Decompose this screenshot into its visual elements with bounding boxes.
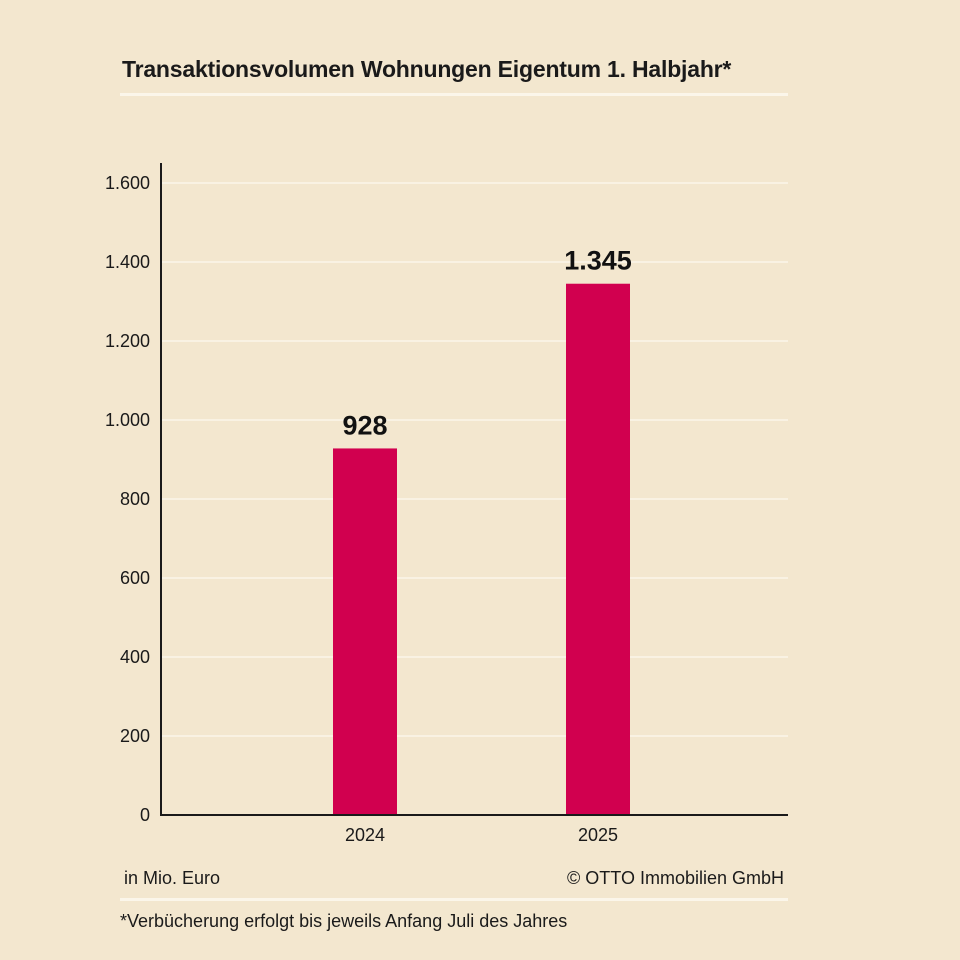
y-tick-label: 1.600 bbox=[105, 173, 150, 193]
y-axis-ticks: 0 200 400 600 800 1.000 1.200 1.400 1.600 bbox=[105, 173, 150, 825]
y-tick-label: 200 bbox=[120, 726, 150, 746]
y-tick-label: 1.200 bbox=[105, 331, 150, 351]
title-divider bbox=[120, 93, 788, 96]
gridlines bbox=[161, 182, 788, 737]
bar-2025 bbox=[566, 283, 630, 816]
unit-note: in Mio. Euro bbox=[124, 868, 221, 888]
source-credit: © OTTO Immobilien GmbH bbox=[567, 868, 784, 888]
footnote: *Verbücherung erfolgt bis jeweils Anfang… bbox=[120, 911, 568, 931]
y-tick-label: 1.400 bbox=[105, 252, 150, 272]
y-tick-label: 1.000 bbox=[105, 410, 150, 430]
chart-title: Transaktionsvolumen Wohnungen Eigentum 1… bbox=[122, 56, 732, 82]
y-tick-label: 800 bbox=[120, 489, 150, 509]
bars bbox=[333, 283, 630, 816]
x-axis-ticks: 2024 2025 bbox=[345, 825, 618, 845]
y-tick-label: 0 bbox=[140, 805, 150, 825]
x-tick-label: 2025 bbox=[578, 825, 618, 845]
data-labels: 928 1.345 bbox=[342, 246, 631, 441]
footer-divider bbox=[120, 898, 788, 901]
x-tick-label: 2024 bbox=[345, 825, 385, 845]
y-tick-label: 600 bbox=[120, 568, 150, 588]
y-tick-label: 400 bbox=[120, 647, 150, 667]
data-label-2024: 928 bbox=[342, 410, 387, 440]
bar-2024 bbox=[333, 448, 397, 815]
data-label-2025: 1.345 bbox=[564, 246, 632, 276]
